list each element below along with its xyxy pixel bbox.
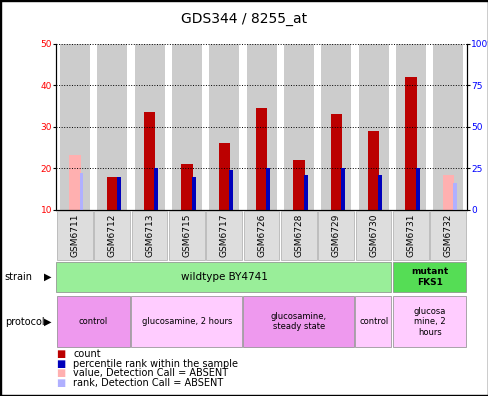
Text: ■: ■	[56, 359, 65, 369]
Text: GSM6717: GSM6717	[219, 214, 228, 257]
Text: GSM6715: GSM6715	[182, 214, 191, 257]
Bar	[415, 168, 419, 210]
Text: GSM6713: GSM6713	[145, 214, 154, 257]
Bar	[293, 160, 304, 210]
Text: strain: strain	[5, 272, 33, 282]
Bar	[80, 173, 83, 210]
FancyBboxPatch shape	[57, 211, 93, 260]
Text: GSM6711: GSM6711	[70, 214, 79, 257]
FancyBboxPatch shape	[169, 211, 204, 260]
Text: ■: ■	[56, 368, 65, 379]
FancyBboxPatch shape	[318, 211, 353, 260]
Bar	[378, 175, 382, 210]
Text: rank, Detection Call = ABSENT: rank, Detection Call = ABSENT	[73, 378, 223, 388]
Text: value, Detection Call = ABSENT: value, Detection Call = ABSENT	[73, 368, 228, 379]
Bar	[143, 112, 155, 210]
Bar	[191, 177, 195, 210]
Text: control: control	[358, 317, 387, 326]
FancyBboxPatch shape	[392, 296, 465, 347]
Bar	[106, 177, 118, 210]
Bar	[303, 175, 307, 210]
Bar	[172, 44, 202, 210]
Bar	[69, 154, 81, 210]
Bar	[154, 168, 158, 210]
FancyBboxPatch shape	[131, 211, 167, 260]
Text: GDS344 / 8255_at: GDS344 / 8255_at	[181, 12, 307, 26]
Text: percentile rank within the sample: percentile rank within the sample	[73, 359, 238, 369]
Text: glucosamine,
steady state: glucosamine, steady state	[270, 312, 326, 331]
Text: mutant
FKS1: mutant FKS1	[410, 268, 447, 287]
Text: wildtype BY4741: wildtype BY4741	[181, 272, 267, 282]
Bar	[284, 44, 313, 210]
Text: ▶: ▶	[44, 272, 51, 282]
Bar	[341, 168, 344, 210]
Text: GSM6729: GSM6729	[331, 214, 340, 257]
FancyBboxPatch shape	[206, 211, 242, 260]
Bar	[209, 44, 239, 210]
Text: GSM6732: GSM6732	[443, 214, 452, 257]
FancyBboxPatch shape	[429, 211, 465, 260]
FancyBboxPatch shape	[243, 296, 353, 347]
Bar	[97, 44, 127, 210]
Bar	[367, 131, 379, 210]
Bar	[134, 44, 164, 210]
FancyBboxPatch shape	[355, 296, 391, 347]
FancyBboxPatch shape	[56, 262, 390, 292]
Text: GSM6730: GSM6730	[368, 214, 377, 257]
FancyBboxPatch shape	[94, 211, 130, 260]
Text: ■: ■	[56, 378, 65, 388]
Text: count: count	[73, 349, 101, 360]
Text: GSM6731: GSM6731	[406, 214, 415, 257]
FancyBboxPatch shape	[57, 296, 130, 347]
Text: glucosamine, 2 hours: glucosamine, 2 hours	[142, 317, 232, 326]
Bar	[452, 183, 456, 210]
FancyBboxPatch shape	[131, 296, 242, 347]
Text: GSM6726: GSM6726	[257, 214, 265, 257]
Bar	[330, 114, 341, 210]
FancyBboxPatch shape	[243, 211, 279, 260]
Text: GSM6728: GSM6728	[294, 214, 303, 257]
Text: glucosa
mine, 2
hours: glucosa mine, 2 hours	[413, 307, 445, 337]
Bar	[395, 44, 425, 210]
Bar	[442, 175, 453, 210]
Text: ▶: ▶	[44, 317, 51, 327]
Bar	[246, 44, 276, 210]
Bar	[181, 164, 192, 210]
Bar	[60, 44, 90, 210]
Text: GSM6712: GSM6712	[107, 214, 117, 257]
Text: control: control	[79, 317, 108, 326]
Bar	[229, 170, 232, 210]
Bar	[266, 168, 270, 210]
Text: ■: ■	[56, 349, 65, 360]
Bar	[432, 44, 462, 210]
Bar	[256, 108, 266, 210]
Bar	[117, 177, 121, 210]
FancyBboxPatch shape	[281, 211, 316, 260]
Bar	[321, 44, 350, 210]
FancyBboxPatch shape	[392, 211, 428, 260]
Bar	[405, 77, 416, 210]
Bar	[358, 44, 388, 210]
Bar	[218, 143, 229, 210]
FancyBboxPatch shape	[355, 211, 391, 260]
FancyBboxPatch shape	[392, 262, 465, 292]
Text: protocol: protocol	[5, 317, 44, 327]
